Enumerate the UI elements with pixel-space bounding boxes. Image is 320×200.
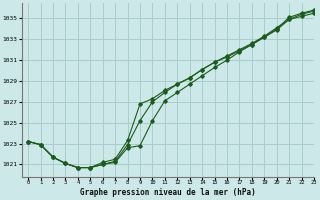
X-axis label: Graphe pression niveau de la mer (hPa): Graphe pression niveau de la mer (hPa) bbox=[80, 188, 256, 197]
